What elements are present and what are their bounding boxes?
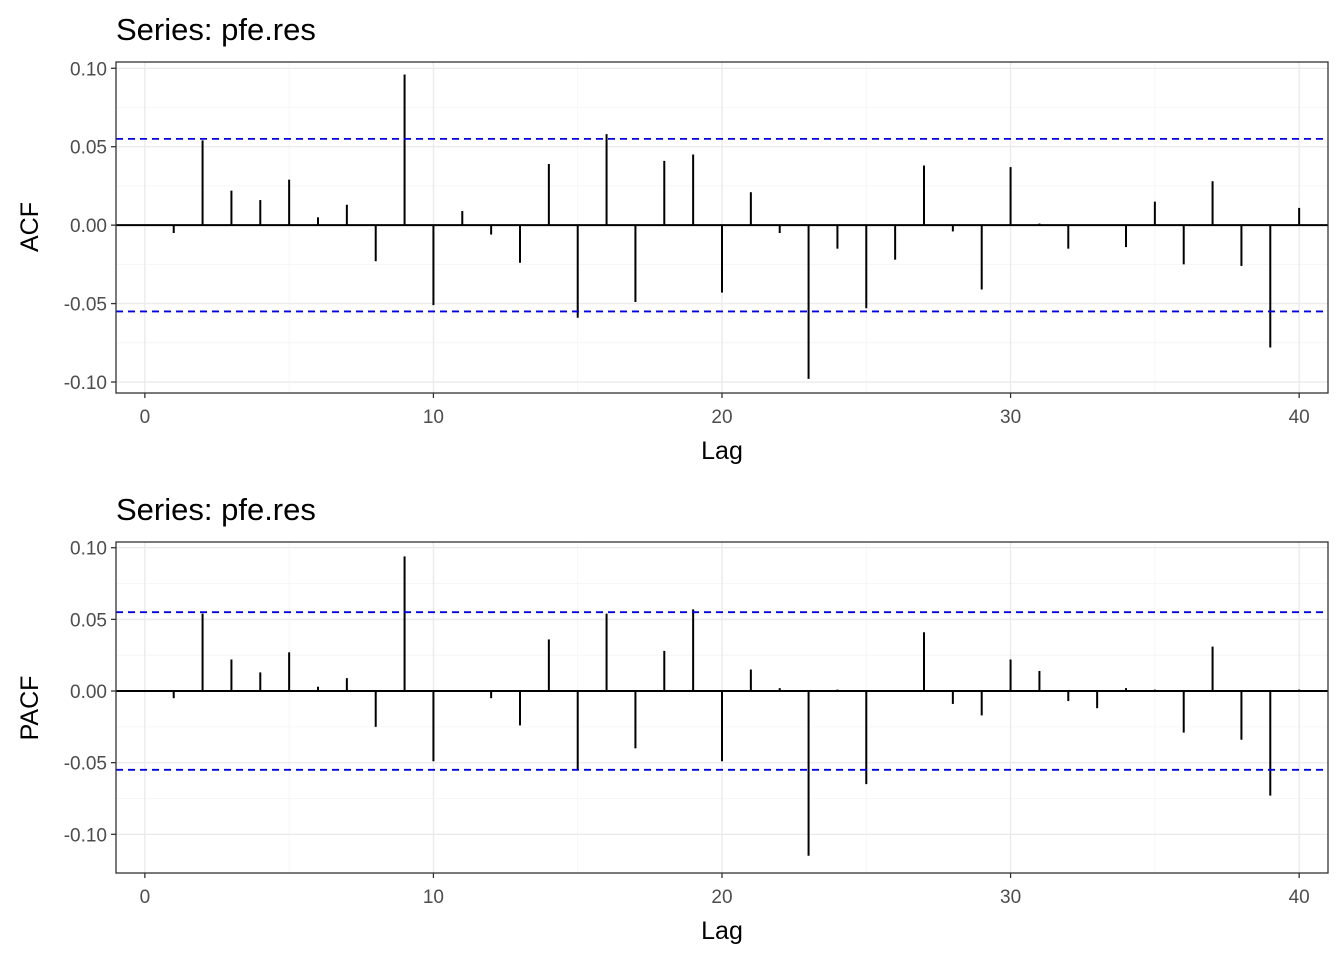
acf-x-tick-label: 0	[140, 407, 151, 428]
acf-title: Series: pfe.res	[116, 12, 316, 47]
pacf-plot-area: 0.10 0.05 0.00 -0.05 -0.10 0 10 20 30 40	[64, 539, 1329, 908]
pacf-y-tick-label: 0.05	[70, 610, 107, 631]
pacf-x-tick-label: 0	[140, 887, 151, 908]
pacf-panel: 0.10 0.05 0.00 -0.05 -0.10 0 10 20 30 40 Series: …	[16, 492, 1329, 945]
acf-x-tick-label: 10	[423, 407, 444, 428]
acf-y-axis-title: ACF	[16, 202, 44, 252]
acf-y-tick-label: -0.10	[64, 373, 107, 394]
acf-y-tick-label: -0.05	[64, 295, 107, 316]
pacf-y-tick-label: -0.10	[64, 825, 107, 846]
acf-x-tick-label: 40	[1289, 407, 1310, 428]
pacf-x-tick-label: 20	[711, 887, 732, 908]
acf-y-tick-label: 0.05	[70, 138, 107, 159]
acf-x-tick-label: 30	[1000, 407, 1021, 428]
pacf-x-axis-title: Lag	[701, 917, 743, 945]
acf-panel: 0.10 0.05 0.00 -0.05 -0.10 0 10 20 30 40 Series: …	[16, 12, 1329, 465]
acf-y-tick-label: 0.00	[70, 216, 107, 237]
acf-plot-area: 0.10 0.05 0.00 -0.05 -0.10 0 10 20 30 40	[64, 59, 1329, 428]
acf-x-tick-label: 20	[711, 407, 732, 428]
pacf-title: Series: pfe.res	[116, 492, 316, 527]
pacf-y-tick-label: 0.00	[70, 682, 107, 703]
acf-y-tick-label: 0.10	[70, 59, 107, 80]
pacf-y-axis-title: PACF	[16, 676, 44, 741]
pacf-x-tick-label: 40	[1289, 887, 1310, 908]
pacf-x-tick-label: 30	[1000, 887, 1021, 908]
pacf-x-tick-label: 10	[423, 887, 444, 908]
acf-x-axis-title: Lag	[701, 437, 743, 465]
pacf-y-tick-label: -0.05	[64, 754, 107, 775]
pacf-y-tick-label: 0.10	[70, 539, 107, 560]
